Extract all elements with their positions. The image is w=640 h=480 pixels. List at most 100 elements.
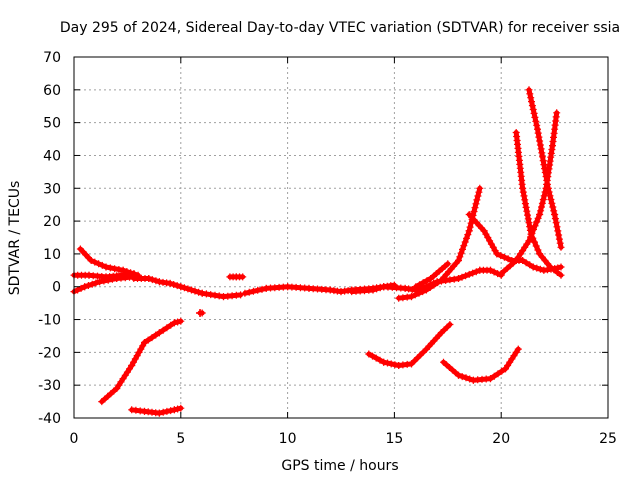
data-point-plus (551, 211, 559, 218)
data-point-plus (77, 284, 85, 292)
data-point-plus (533, 264, 541, 272)
data-point-plus (177, 317, 185, 325)
data-point-plus (469, 269, 477, 277)
data-point-plus (144, 336, 152, 344)
data-point-plus (463, 234, 470, 242)
data-point-plus (106, 264, 114, 272)
data-point-plus (111, 265, 119, 273)
data-point-plus (372, 354, 380, 362)
data-point-plus (462, 272, 470, 280)
data-point-plus (522, 259, 530, 267)
y-tick-label: -20 (38, 345, 61, 361)
data-point-plus (539, 153, 546, 161)
data-point-plus (535, 133, 543, 141)
data-point-plus (534, 246, 542, 254)
y-tick-label: 10 (43, 247, 61, 263)
data-point-plus (532, 117, 540, 125)
data-point-plus (412, 283, 420, 291)
data-point-plus (98, 261, 106, 269)
axis-ticks (73, 56, 609, 419)
data-point-plus (547, 149, 555, 157)
data-point-plus (544, 184, 552, 192)
data-point-plus (391, 361, 399, 369)
data-point-plus (524, 211, 531, 219)
series-arc-14 (128, 404, 185, 417)
data-point-plus (148, 334, 156, 342)
data-point-plus (177, 404, 185, 412)
data-point-plus (108, 275, 116, 283)
data-point-plus (104, 276, 112, 284)
x-axis-label: GPS time / hours (281, 458, 398, 474)
data-point-plus (167, 407, 175, 415)
data-point-plus (102, 263, 110, 271)
data-point-plus (173, 282, 181, 290)
data-point-plus (423, 277, 431, 285)
data-point-plus (141, 339, 148, 346)
x-tick-label: 5 (176, 431, 185, 447)
data-point-plus (96, 278, 104, 286)
data-point-plus (373, 285, 381, 293)
data-point-plus (180, 284, 188, 292)
plot-frame (73, 56, 609, 419)
data-point-plus (523, 207, 531, 215)
data-point-plus (387, 360, 395, 368)
data-point-plus (450, 275, 458, 283)
series-arc-13 (98, 317, 185, 406)
data-point-plus (249, 287, 257, 295)
chart-title: Day 295 of 2024, Sidereal Day-to-day VTE… (60, 20, 620, 36)
data-point-plus (540, 161, 548, 169)
data-point-plus (369, 286, 377, 294)
data-point-plus (174, 318, 182, 326)
y-tick-label: -10 (38, 313, 61, 329)
data-point-plus (422, 286, 430, 294)
data-point-plus (170, 406, 178, 414)
data-point-plus (527, 94, 535, 102)
data-point-plus (92, 279, 100, 287)
data-point-plus (460, 242, 468, 250)
data-point-plus (531, 113, 539, 121)
data-point-plus (155, 409, 163, 417)
data-point-plus (556, 239, 564, 247)
data-point-plus (411, 291, 419, 299)
data-point-plus (254, 286, 262, 294)
data-point-plus (546, 192, 554, 200)
data-point-plus (476, 184, 484, 192)
data-point-plus (434, 279, 442, 287)
x-tick-label: 20 (492, 431, 510, 447)
data-point-plus (457, 249, 465, 257)
data-point-plus (384, 359, 391, 367)
data-point-plus (497, 252, 505, 260)
x-tick-label: 25 (599, 431, 617, 447)
data-point-plus (530, 109, 538, 117)
data-point-plus (549, 203, 557, 211)
series-arc-8 (412, 260, 452, 291)
data-point-plus (159, 326, 167, 334)
data-point-plus (527, 230, 535, 238)
y-tick-label: 20 (43, 214, 61, 230)
data-point-plus (472, 268, 480, 276)
data-point-plus (534, 129, 542, 137)
data-point-plus (466, 375, 474, 383)
y-tick-label: 70 (43, 50, 61, 66)
data-point-plus (258, 285, 266, 293)
data-point-plus (487, 375, 494, 383)
data-point-plus (365, 350, 373, 358)
data-point-plus (446, 321, 454, 328)
data-point-plus (521, 196, 529, 204)
data-point-plus (533, 218, 541, 226)
data-point-plus (152, 331, 160, 339)
data-point-plus (444, 260, 452, 268)
y-axis-label: SDTVAR / TECUs (7, 181, 23, 296)
data-point-plus (552, 219, 560, 227)
data-point-plus (557, 263, 565, 271)
data-point-plus (555, 235, 563, 243)
y-tick-label: 50 (43, 116, 61, 132)
data-point-plus (514, 345, 522, 353)
series-arc-11 (512, 129, 565, 279)
data-point-plus (519, 184, 527, 192)
data-point-plus (524, 215, 532, 223)
data-point-plus (472, 200, 480, 208)
data-point-plus (525, 86, 533, 94)
data-point-plus (152, 277, 160, 285)
